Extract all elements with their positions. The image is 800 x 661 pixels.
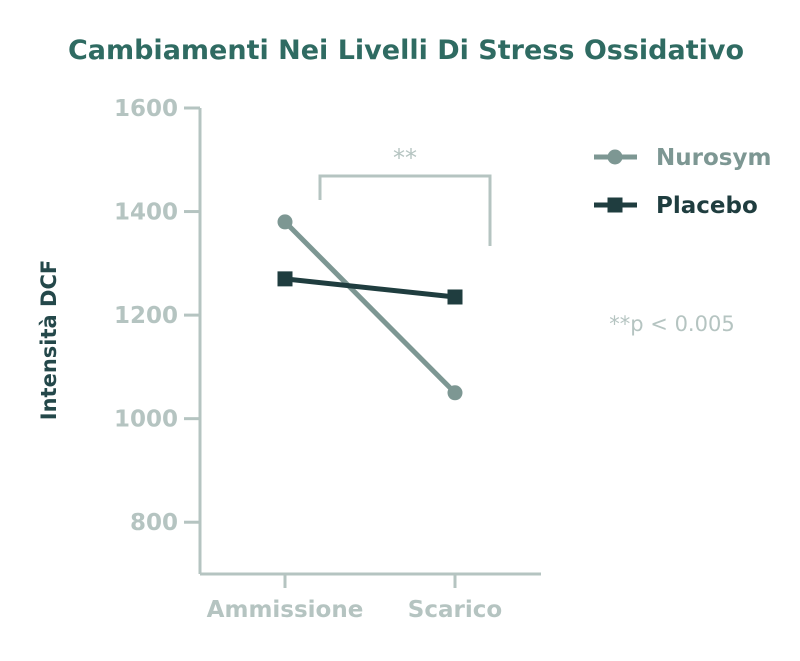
y-axis-label: Intensità DCF: [37, 260, 61, 420]
y-tick-label: 1600: [114, 96, 178, 122]
significance-bracket: **: [318, 144, 492, 246]
data-point: [277, 214, 293, 230]
series-line: [283, 220, 457, 395]
legend-marker: [607, 197, 623, 213]
legend-item-placebo: Placebo: [594, 193, 758, 219]
data-point: [447, 289, 463, 305]
significance-label: **: [393, 144, 417, 172]
y-tick-label: 1200: [114, 303, 178, 329]
legend: Nurosym Placebo: [594, 145, 771, 219]
series-line: [284, 276, 456, 300]
chart-title: Cambiamenti Nei Livelli Di Stress Ossida…: [68, 35, 744, 66]
y-tick-label: 1000: [114, 407, 178, 433]
data-point: [447, 385, 463, 401]
y-ticks: 800 1000 1200 1400 1600: [114, 96, 200, 536]
legend-label: Placebo: [656, 193, 758, 219]
legend-label: Nurosym: [656, 145, 771, 171]
series-layer: [277, 214, 463, 401]
p-value-note: **p < 0.005: [609, 312, 734, 336]
series-placebo: [277, 271, 463, 305]
legend-item-nurosym: Nurosym: [594, 145, 771, 171]
data-point: [277, 271, 293, 287]
y-tick-label: 1400: [114, 200, 178, 226]
x-ticks: Ammissione Scarico: [207, 574, 502, 623]
x-tick-label: Ammissione: [207, 597, 364, 623]
series-nurosym: [277, 214, 463, 401]
bracket-line: [318, 174, 492, 246]
y-tick-label: 800: [130, 510, 178, 536]
legend-marker: [607, 149, 623, 165]
x-tick-label: Scarico: [408, 597, 502, 623]
